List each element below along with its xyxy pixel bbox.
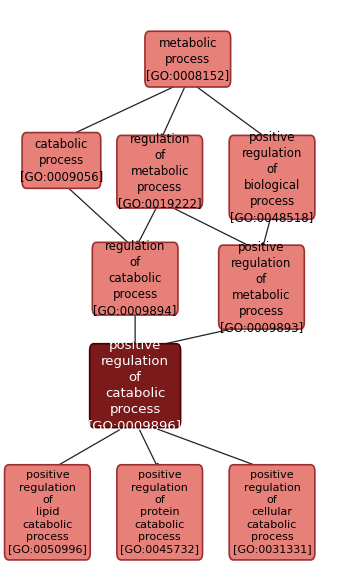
FancyBboxPatch shape <box>219 245 304 329</box>
FancyBboxPatch shape <box>117 465 203 560</box>
FancyBboxPatch shape <box>229 135 315 219</box>
Text: regulation
of
metabolic
process
[GO:0019222]: regulation of metabolic process [GO:0019… <box>118 133 201 210</box>
Text: regulation
of
catabolic
process
[GO:0009894]: regulation of catabolic process [GO:0009… <box>93 240 177 317</box>
FancyBboxPatch shape <box>92 242 178 315</box>
Text: positive
regulation
of
biological
process
[GO:0048518]: positive regulation of biological proces… <box>230 131 314 224</box>
FancyBboxPatch shape <box>229 465 315 560</box>
Text: positive
regulation
of
protein
catabolic
process
[GO:0045732]: positive regulation of protein catabolic… <box>120 470 199 555</box>
Text: positive
regulation
of
lipid
catabolic
process
[GO:0050996]: positive regulation of lipid catabolic p… <box>8 470 87 555</box>
Text: metabolic
process
[GO:0008152]: metabolic process [GO:0008152] <box>146 37 230 82</box>
Text: positive
regulation
of
metabolic
process
[GO:0009893]: positive regulation of metabolic process… <box>220 240 303 334</box>
Text: positive
regulation
of
cellular
catabolic
process
[GO:0031331]: positive regulation of cellular cataboli… <box>233 470 311 555</box>
FancyBboxPatch shape <box>145 31 231 87</box>
Text: positive
regulation
of
catabolic
process
[GO:0009896]: positive regulation of catabolic process… <box>88 339 182 432</box>
FancyBboxPatch shape <box>117 135 203 208</box>
FancyBboxPatch shape <box>5 465 90 560</box>
Text: catabolic
process
[GO:0009056]: catabolic process [GO:0009056] <box>20 138 103 183</box>
FancyBboxPatch shape <box>90 343 180 428</box>
FancyBboxPatch shape <box>22 132 101 188</box>
